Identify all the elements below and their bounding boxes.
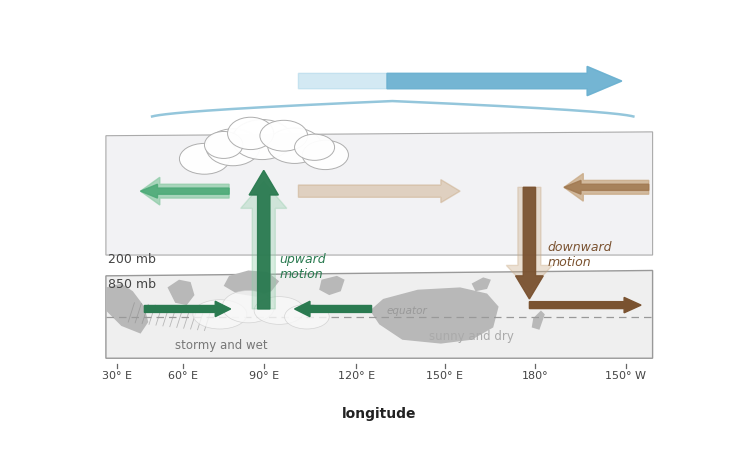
FancyArrow shape: [141, 177, 229, 205]
Text: 850 mb: 850 mb: [108, 278, 156, 291]
Polygon shape: [319, 276, 345, 295]
Ellipse shape: [179, 143, 229, 174]
Ellipse shape: [222, 290, 275, 323]
FancyArrow shape: [141, 184, 229, 198]
Ellipse shape: [206, 129, 260, 166]
FancyArrow shape: [564, 173, 649, 201]
Ellipse shape: [232, 119, 292, 160]
Text: 60° E: 60° E: [168, 370, 198, 381]
FancyArrow shape: [298, 180, 460, 203]
Text: 120° E: 120° E: [337, 370, 374, 381]
Ellipse shape: [268, 128, 321, 164]
Text: 90° E: 90° E: [249, 370, 279, 381]
Text: 30° E: 30° E: [102, 370, 132, 381]
Polygon shape: [106, 283, 148, 334]
Text: sunny and dry: sunny and dry: [429, 330, 514, 343]
Text: equator: equator: [387, 306, 428, 316]
FancyArrow shape: [506, 188, 553, 290]
Ellipse shape: [254, 297, 304, 324]
Polygon shape: [471, 277, 491, 291]
FancyArrow shape: [249, 170, 278, 309]
Ellipse shape: [295, 134, 334, 160]
FancyArrow shape: [516, 188, 543, 299]
Text: downward
motion: downward motion: [547, 241, 611, 269]
Polygon shape: [532, 311, 545, 330]
Ellipse shape: [204, 132, 243, 158]
Text: longitude: longitude: [342, 407, 417, 421]
Text: 150° E: 150° E: [426, 370, 463, 381]
Text: upward
motion: upward motion: [279, 253, 326, 281]
Polygon shape: [106, 270, 653, 358]
Polygon shape: [106, 132, 653, 255]
Ellipse shape: [302, 141, 349, 170]
Ellipse shape: [285, 305, 329, 329]
Text: 200 mb: 200 mb: [108, 253, 156, 266]
Text: 180°: 180°: [522, 370, 548, 381]
Ellipse shape: [193, 300, 247, 329]
Text: stormy and wet: stormy and wet: [175, 339, 268, 352]
Polygon shape: [167, 280, 195, 305]
Text: 150° W: 150° W: [605, 370, 646, 381]
FancyArrow shape: [564, 180, 649, 194]
Ellipse shape: [228, 117, 274, 149]
Ellipse shape: [260, 120, 308, 151]
FancyArrow shape: [295, 301, 371, 317]
FancyArrow shape: [298, 66, 622, 96]
Polygon shape: [223, 270, 279, 297]
FancyArrow shape: [529, 298, 641, 313]
FancyArrow shape: [144, 301, 231, 317]
FancyArrow shape: [387, 66, 622, 96]
Polygon shape: [370, 287, 499, 344]
FancyArrow shape: [240, 181, 287, 309]
